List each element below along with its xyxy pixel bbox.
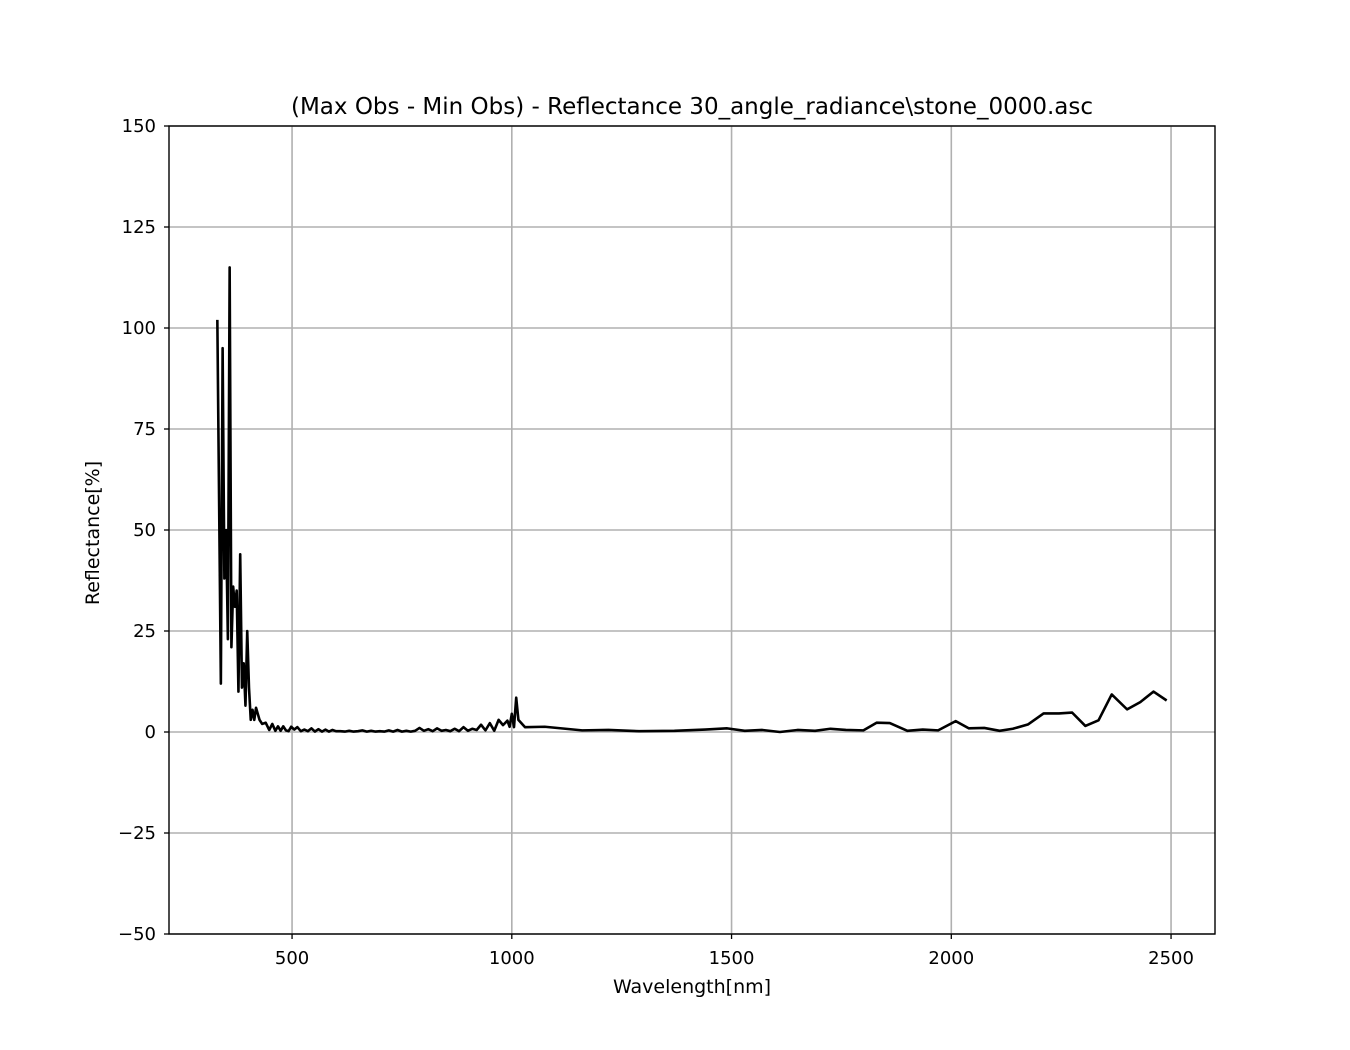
chart-title: (Max Obs - Min Obs) - Reflectance 30_ang… (291, 94, 1093, 120)
y-tick-label: 150 (122, 116, 156, 137)
y-tick-label: −25 (118, 823, 156, 844)
x-tick-label: 2500 (1148, 948, 1194, 969)
series-line (216, 266, 1168, 734)
y-tick-label: 50 (133, 520, 156, 541)
y-tick-label: −50 (118, 924, 156, 945)
y-axis-label: Reflectance[%] (82, 461, 104, 605)
x-tick-label: 1500 (709, 948, 755, 969)
x-tick-label: 500 (275, 948, 309, 969)
axis-ticks: 500 1000 1500 2000 2500 −50 −25 0 25 50 75 100 125 15… (118, 116, 1194, 969)
x-tick-label: 2000 (928, 948, 974, 969)
y-tick-label: 125 (122, 217, 156, 238)
x-axis-label: Wavelength[nm] (613, 976, 771, 998)
y-tick-label: 0 (145, 722, 156, 743)
x-tick-label: 1000 (489, 948, 535, 969)
y-tick-label: 75 (133, 419, 156, 440)
series-layer (216, 266, 1168, 734)
y-tick-label: 25 (133, 621, 156, 642)
y-tick-label: 100 (122, 318, 156, 339)
